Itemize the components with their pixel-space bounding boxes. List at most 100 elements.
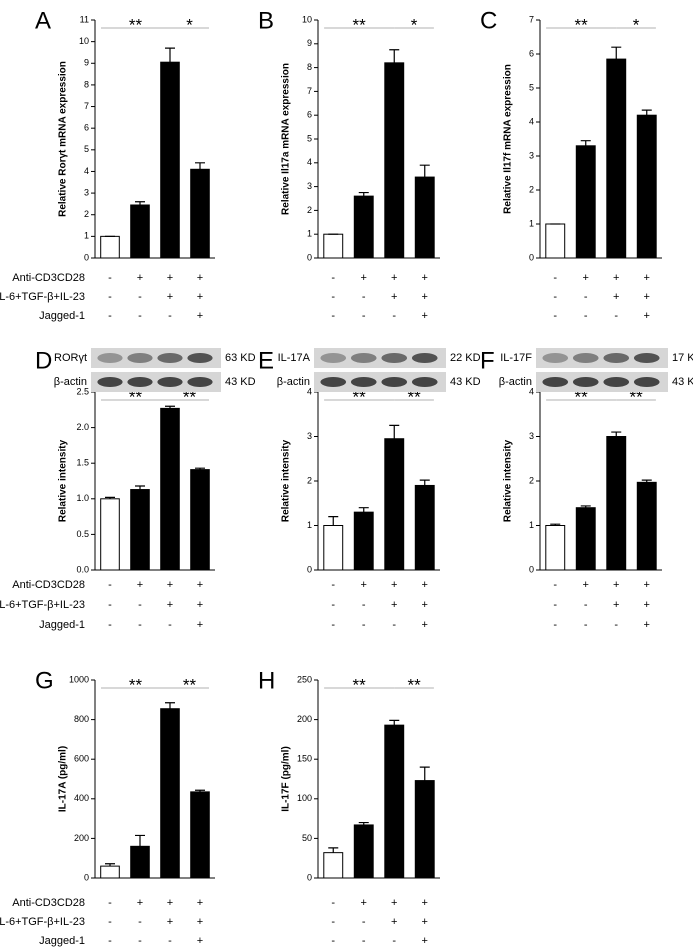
condition-sign: + [361, 579, 367, 591]
error-bar [358, 507, 369, 513]
condition-sign: + [137, 579, 143, 591]
condition-sign: - [168, 935, 172, 947]
bar [545, 525, 566, 571]
condition-sign: + [644, 310, 650, 322]
y-tick-label: 4 [84, 166, 89, 176]
y-tick-label: 150 [297, 754, 312, 764]
blot-band [572, 377, 599, 387]
condition-sign: + [197, 916, 203, 928]
y-tick-label: 7 [529, 14, 534, 24]
condition-sign: - [331, 310, 335, 322]
y-tick-label: 1 [529, 520, 534, 530]
blot-strip [536, 348, 668, 368]
y-tick-label: 6 [307, 110, 312, 120]
significance-label: * [411, 15, 418, 34]
bar [545, 223, 566, 259]
condition-label: Jagged-1 [39, 619, 85, 631]
condition-label: Anti-CD3CD28 [12, 579, 85, 591]
blot-band [381, 377, 408, 387]
y-tick-label: 2 [307, 205, 312, 215]
error-bar [358, 821, 369, 825]
error-bar [389, 719, 400, 726]
bar [323, 233, 344, 259]
significance-label: ** [575, 15, 589, 34]
condition-sign: - [331, 599, 335, 611]
bar [384, 438, 405, 571]
condition-sign: - [584, 599, 588, 611]
condition-sign: + [422, 935, 428, 947]
significance-label: ** [183, 387, 197, 406]
y-tick-label: 10 [302, 14, 312, 24]
y-tick-label: 2 [529, 184, 534, 194]
condition-sign: + [422, 291, 428, 303]
condition-sign: + [197, 599, 203, 611]
condition-sign: + [391, 579, 397, 591]
y-tick-label: 7 [84, 101, 89, 111]
significance-label: ** [129, 675, 143, 694]
condition-sign: + [422, 619, 428, 631]
condition-sign: - [553, 619, 557, 631]
blot-size: 17 KD [672, 352, 693, 364]
error-bar [165, 405, 175, 409]
condition-sign: - [584, 310, 588, 322]
condition-sign: + [167, 272, 173, 284]
significance-label: * [186, 15, 193, 34]
blot-band [633, 353, 660, 363]
condition-sign: - [108, 916, 112, 928]
condition-sign: - [108, 579, 112, 591]
condition-sign: - [362, 935, 366, 947]
error-bar [135, 485, 145, 490]
significance-label: ** [353, 15, 367, 34]
condition-label: IL-6+TGF-β+IL-23 [0, 599, 85, 611]
y-tick-label: 250 [297, 674, 312, 684]
blot-protein: β-actin [277, 376, 310, 388]
blot-band [97, 377, 123, 387]
bar [575, 145, 596, 259]
condition-sign: - [138, 599, 142, 611]
blot-band [572, 353, 599, 363]
condition-sign: - [362, 310, 366, 322]
condition-sign: + [361, 897, 367, 909]
condition-sign: + [644, 619, 650, 631]
condition-sign: - [362, 619, 366, 631]
condition-sign: + [613, 599, 619, 611]
bar [606, 58, 627, 259]
y-tick-label: 200 [297, 714, 312, 724]
condition-sign: - [331, 579, 335, 591]
condition-sign: - [553, 291, 557, 303]
blot-band [381, 353, 408, 363]
condition-sign: - [108, 897, 112, 909]
condition-sign: + [391, 272, 397, 284]
condition-sign: + [197, 897, 203, 909]
blot-band [187, 353, 213, 363]
condition-sign: - [584, 291, 588, 303]
y-tick-label: 0 [307, 252, 312, 262]
bar [323, 852, 344, 879]
blot-protein: RORγt [54, 352, 87, 364]
significance-label: ** [407, 387, 421, 406]
condition-sign: + [167, 916, 173, 928]
condition-sign: + [197, 619, 203, 631]
condition-sign: - [108, 272, 112, 284]
condition-sign: - [108, 599, 112, 611]
blot-band [542, 377, 569, 387]
y-axis-label: Relative Rorγt mRNA expression [58, 61, 69, 217]
condition-sign: + [137, 897, 143, 909]
condition-label: Jagged-1 [39, 310, 85, 322]
condition-sign: + [137, 272, 143, 284]
bar [323, 525, 344, 571]
panel-letter: E [258, 347, 274, 374]
blot-size: 22 KD [450, 352, 481, 364]
error-bar [165, 702, 175, 709]
y-tick-label: 9 [84, 58, 89, 68]
condition-sign: + [197, 579, 203, 591]
y-tick-label: 2 [84, 209, 89, 219]
condition-sign: - [168, 619, 172, 631]
bar [130, 204, 150, 259]
panel-letter: F [480, 347, 495, 374]
y-tick-label: 2 [307, 475, 312, 485]
y-tick-label: 50 [302, 833, 312, 843]
error-bar [328, 516, 339, 526]
y-tick-label: 4 [529, 116, 534, 126]
